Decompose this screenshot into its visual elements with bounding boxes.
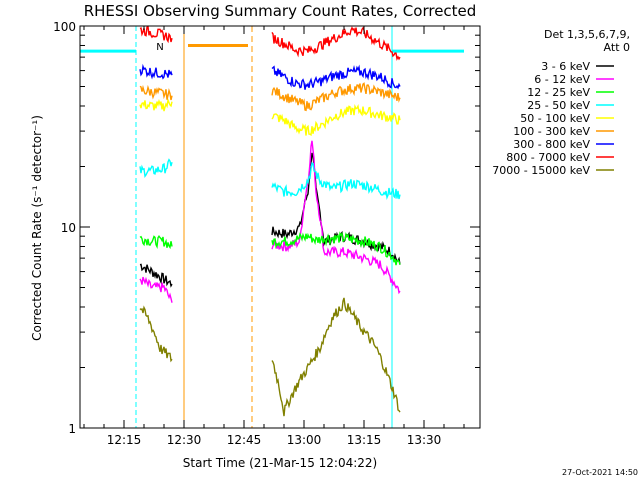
- legend-label-6: 300 - 800 keV: [513, 138, 590, 151]
- flag-label-n: N: [156, 42, 163, 53]
- legend-label-8: 7000 - 15000 keV: [492, 164, 590, 177]
- series-line-4-seg-0: [139, 97, 173, 112]
- series-line-6-seg-0: [139, 63, 173, 80]
- x-axis-ticks: 12:15 12:30 12:45 13:00 13:15 13:30: [83, 26, 465, 447]
- y-tick-label-1: 10: [61, 221, 76, 235]
- series-line-6-seg-1: [271, 64, 401, 90]
- legend-label-7: 800 - 7000 keV: [506, 151, 590, 164]
- x-tick-label-0: 12:15: [107, 433, 142, 447]
- legend-label-0: 3 - 6 keV: [541, 60, 590, 73]
- series-line-0-seg-0: [139, 263, 173, 288]
- legend-label-1: 6 - 12 keV: [534, 73, 590, 86]
- legend-label-2: 12 - 25 keV: [527, 86, 590, 99]
- x-tick-label-3: 13:00: [287, 433, 322, 447]
- x-tick-label-4: 13:15: [347, 433, 382, 447]
- series-line-5-seg-1: [271, 82, 401, 112]
- x-axis-label: Start Time (21-Mar-15 12:04:22): [183, 456, 377, 470]
- x-tick-label-2: 12:45: [227, 433, 262, 447]
- series-line-5-seg-0: [139, 84, 173, 101]
- series-line-4-seg-1: [271, 103, 401, 137]
- legend-label-3: 25 - 50 keV: [527, 99, 590, 112]
- series-line-8-seg-1: [271, 297, 401, 417]
- y-tick-label-0: 1: [68, 422, 76, 436]
- series-line-8-seg-0: [139, 305, 173, 363]
- x-tick-label-5: 13:30: [407, 433, 442, 447]
- series-line-2-seg-1: [271, 231, 401, 266]
- chart-title: RHESSI Observing Summary Count Rates, Co…: [84, 2, 477, 20]
- series-layer: [139, 25, 401, 417]
- legend-label-5: 100 - 300 keV: [513, 125, 590, 138]
- legend-label-4: 50 - 100 keV: [520, 112, 590, 125]
- legend-header-line2: Att 0: [604, 41, 630, 54]
- timestamp: 27-Oct-2021 14:50: [562, 468, 638, 477]
- x-tick-label-1: 12:30: [167, 433, 202, 447]
- y-tick-label-2: 100: [53, 20, 76, 34]
- y-axis-ticks: 1 10 100: [53, 20, 480, 436]
- series-line-3-seg-0: [139, 158, 173, 178]
- series-line-1-seg-0: [139, 276, 173, 303]
- legend-header-line1: Det 1,3,5,6,7,9,: [544, 28, 630, 41]
- series-line-7-seg-0: [139, 25, 173, 44]
- y-axis-label: Corrected Count Rate (s⁻¹ detector⁻¹): [30, 115, 44, 341]
- series-line-2-seg-0: [139, 234, 173, 250]
- series-line-3-seg-1: [271, 161, 401, 200]
- series-line-7-seg-1: [271, 26, 401, 61]
